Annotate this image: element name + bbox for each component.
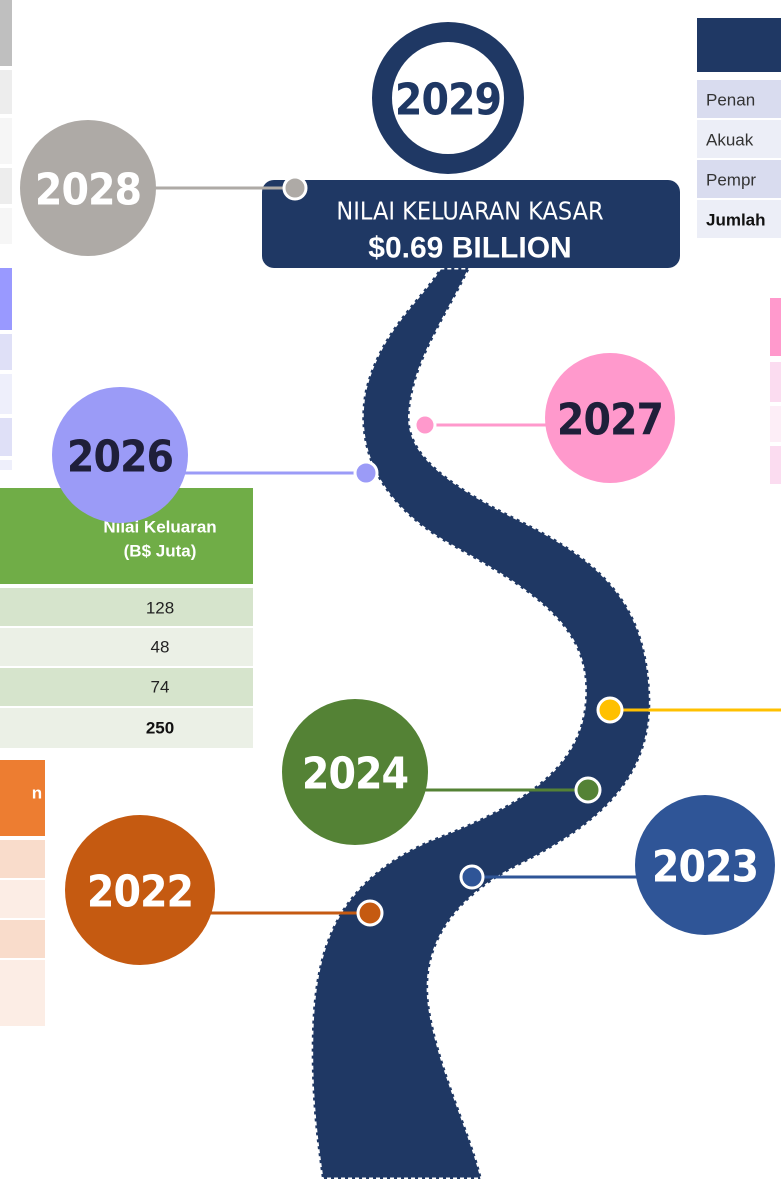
year: 2022: [87, 867, 193, 918]
year: 2023: [652, 842, 758, 893]
milestone-circle: [282, 699, 428, 845]
dot: [574, 776, 602, 804]
dot: [413, 413, 437, 437]
milestone-circle: [65, 815, 215, 965]
year: 2024: [302, 749, 408, 800]
milestone-circle: [20, 120, 156, 256]
year: 2028: [35, 165, 141, 216]
milestone-circle: [635, 795, 775, 935]
row-label: Penan: [706, 91, 755, 110]
dot: [596, 696, 624, 724]
header: (B$ Juta): [124, 542, 197, 561]
dot: [282, 175, 308, 201]
highlight-label: NILAI KELUARAN KASAR: [336, 197, 603, 226]
road: [310, 266, 652, 1179]
dot: [353, 460, 379, 486]
milestone-circle: [52, 387, 188, 523]
cell: 128: [146, 599, 174, 618]
header: Nilai Keluaran: [103, 518, 216, 537]
cell: 250: [146, 719, 174, 738]
year: 2029: [395, 75, 501, 126]
header: n: [32, 784, 42, 803]
row-label: Jumlah: [706, 211, 766, 230]
table-2026: [0, 268, 12, 470]
year: 2026: [67, 432, 173, 483]
table-2027: [770, 298, 781, 484]
milestone-circle: [372, 22, 524, 174]
table-2029: Penan Akuak Pempr Jumlah: [697, 18, 781, 238]
row-label: Pempr: [706, 171, 756, 190]
year: 2027: [557, 395, 663, 446]
dot: [356, 899, 384, 927]
table-2028: [0, 0, 12, 244]
table-2024: Nilai Keluaran (B$ Juta) 128 48 74 250: [0, 488, 253, 748]
highlight-value: $0.69 BILLION: [368, 232, 571, 265]
table-2022: n: [0, 760, 45, 1026]
cell: 48: [151, 638, 170, 657]
milestone-circle: [545, 353, 675, 483]
dot: [459, 864, 485, 890]
cell: 74: [151, 678, 170, 697]
highlight-box: [262, 180, 680, 268]
row-label: Akuak: [706, 131, 754, 150]
